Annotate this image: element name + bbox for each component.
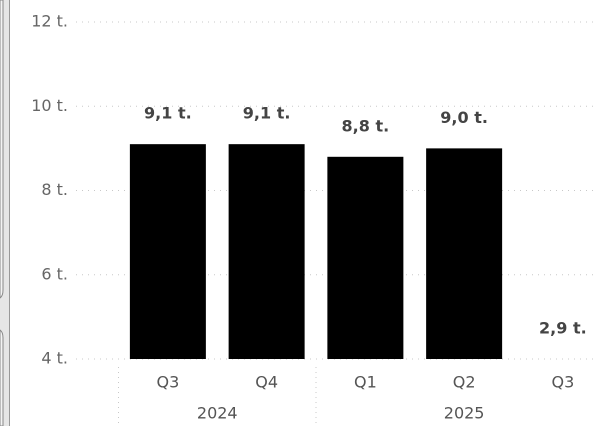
data-label: 2,9 t. [539, 319, 587, 338]
bar [327, 156, 404, 359]
y-tick-label: 4 t. [41, 349, 68, 368]
x-tick-label: Q1 [354, 373, 377, 392]
side-panel [0, 0, 9, 426]
panel-border [0, 0, 4, 299]
bar [426, 148, 503, 359]
y-tick-label: 12 t. [31, 12, 68, 31]
group-label: 2024 [197, 404, 238, 423]
data-label: 9,1 t. [144, 104, 192, 123]
panel-border [0, 329, 4, 426]
y-tick-label: 8 t. [41, 180, 68, 199]
bar [129, 144, 206, 359]
group-label: 2025 [444, 404, 485, 423]
data-label: 8,8 t. [342, 116, 390, 135]
data-label: 9,1 t. [243, 104, 291, 123]
x-tick-label: Q2 [453, 373, 476, 392]
data-label: 9,0 t. [440, 108, 488, 127]
x-tick-label: Q4 [255, 373, 278, 392]
y-tick-label: 6 t. [41, 264, 68, 283]
y-tick-label: 10 t. [31, 96, 68, 115]
bar [228, 144, 305, 359]
x-tick-label: Q3 [551, 373, 574, 392]
x-tick-label: Q3 [156, 373, 179, 392]
